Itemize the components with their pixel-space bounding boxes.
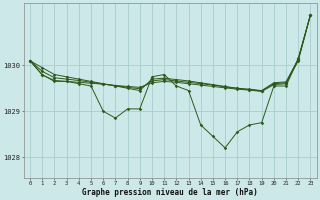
X-axis label: Graphe pression niveau de la mer (hPa): Graphe pression niveau de la mer (hPa) (82, 188, 258, 197)
